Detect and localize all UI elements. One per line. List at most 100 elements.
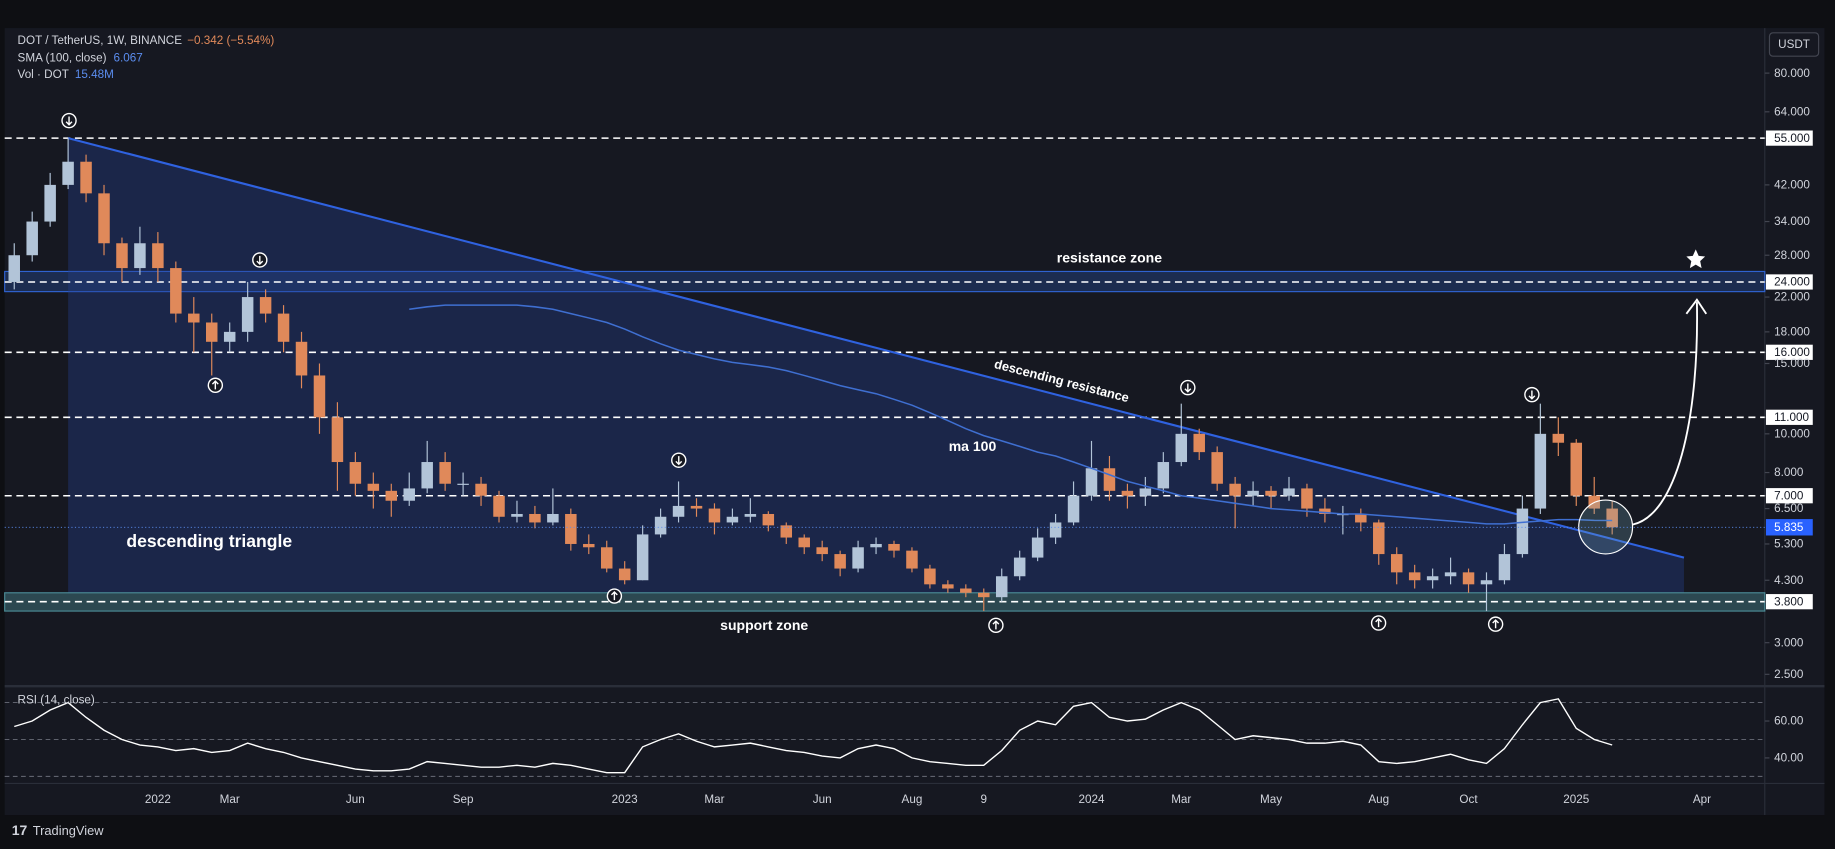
rsi-line: [14, 698, 1613, 774]
level-label-box: [1765, 594, 1813, 610]
pivot-arrow: [992, 620, 1000, 630]
candle-body: [960, 588, 972, 593]
candle-body: [116, 243, 128, 269]
x-tick-label: Jun: [346, 793, 365, 806]
candle-body: [600, 547, 613, 569]
pivot-arrow: [211, 380, 219, 390]
candle-body: [188, 313, 200, 323]
candle-body: [331, 417, 344, 463]
y-tick-label: 22.000: [1774, 291, 1810, 304]
candle-body: [349, 462, 362, 484]
x-tick-label: 2023: [612, 793, 638, 806]
candle-body: [170, 268, 182, 314]
projection-arrow: [1632, 302, 1698, 526]
candle-body: [547, 513, 559, 523]
x-tick-label: Mar: [704, 793, 724, 806]
candle-body: [1319, 508, 1331, 514]
x-tick-label: Mar: [220, 793, 240, 806]
descending-triangle: [68, 138, 1684, 593]
pivot-arrow: [256, 255, 264, 266]
y-tick-label: 3.000: [1774, 636, 1804, 649]
projection-arrowhead: [1685, 298, 1708, 315]
sma-value: 6.067: [114, 52, 143, 65]
chart-background: [4, 28, 1825, 816]
rsi-tick-label: 60.00: [1774, 715, 1804, 728]
candle-body: [583, 543, 595, 548]
candle-body: [223, 331, 236, 342]
logo-mark: 17: [12, 822, 28, 838]
candle-body: [205, 322, 218, 342]
target-star: [1686, 249, 1706, 269]
candle-body: [888, 543, 900, 551]
y-tick-label: 3.800: [1774, 595, 1804, 608]
watermark: TradingView: [33, 823, 104, 838]
y-tick-label: 7.000: [1774, 489, 1804, 502]
x-tick-label: Aug: [902, 793, 923, 806]
x-tick-label: 2024: [1078, 793, 1104, 806]
pivot-arrow: [1492, 619, 1500, 629]
y-tick-label: 55.000: [1774, 132, 1810, 145]
candle-body: [798, 537, 810, 548]
trendline: [67, 137, 1685, 559]
candle-body: [1013, 557, 1026, 577]
candle-body: [439, 462, 451, 484]
candle-body: [1373, 522, 1385, 555]
y-tick-label: 8.000: [1774, 466, 1804, 479]
y-tick-label: 5.300: [1774, 538, 1804, 551]
candle-body: [708, 508, 721, 523]
annotation: resistance zone: [1057, 249, 1162, 265]
candle-body: [1265, 490, 1277, 496]
candle-body: [852, 547, 864, 569]
y-tick-label: 18.000: [1774, 326, 1810, 339]
candle-body: [259, 297, 272, 314]
candle-body: [1049, 522, 1062, 538]
candle-body: [511, 513, 523, 517]
x-tick-label: 9: [981, 793, 988, 806]
candle-body: [1355, 513, 1367, 523]
candle-body: [924, 568, 936, 585]
candle-body: [403, 488, 415, 501]
sma-line: [409, 304, 1613, 525]
candle-body: [1570, 442, 1583, 496]
candle-body: [457, 483, 469, 485]
pivot-arrow: [1528, 390, 1536, 400]
y-tick-label: 4.300: [1774, 574, 1804, 587]
candle-body: [1031, 537, 1044, 558]
candle-body: [636, 534, 649, 581]
rsi-name: RSI (14, close): [18, 693, 95, 706]
candle-body: [1085, 468, 1098, 496]
level-label-box: [1765, 344, 1813, 360]
candle-body: [1462, 572, 1475, 585]
last-price-label: 5.835: [1774, 521, 1804, 534]
x-tick-label: Mar: [1171, 793, 1191, 806]
candle-body: [762, 513, 775, 526]
candle-body: [995, 576, 1008, 598]
candle-body: [654, 516, 667, 535]
pivot-arrow: [65, 116, 73, 126]
candle-body: [1498, 554, 1511, 581]
candle-body: [1408, 572, 1421, 581]
candle-body: [152, 243, 164, 269]
candle-body: [277, 313, 290, 342]
rsi-tick-label: 40.00: [1774, 752, 1804, 765]
candle-body: [475, 483, 487, 496]
x-tick-label: Aug: [1368, 793, 1389, 806]
y-tick-label: 2.500: [1774, 668, 1804, 681]
pivot-arrow: [1375, 617, 1383, 628]
candle-body: [978, 592, 990, 598]
level-label-box: [1765, 488, 1813, 504]
currency: USDT: [1778, 38, 1810, 51]
x-tick-label: Jun: [813, 793, 832, 806]
candle-body: [1390, 554, 1403, 573]
candle-body: [690, 505, 703, 509]
currency-button[interactable]: [1768, 32, 1820, 57]
level-label-box: [1765, 130, 1813, 146]
candle-body: [1139, 488, 1152, 496]
candle-body: [8, 255, 20, 282]
candle-body: [780, 525, 793, 538]
annotation: ma 100: [949, 438, 997, 454]
candle-body: [1229, 483, 1241, 496]
y-tick-label: 64.000: [1774, 105, 1810, 118]
y-tick-label: 16.000: [1774, 346, 1810, 359]
